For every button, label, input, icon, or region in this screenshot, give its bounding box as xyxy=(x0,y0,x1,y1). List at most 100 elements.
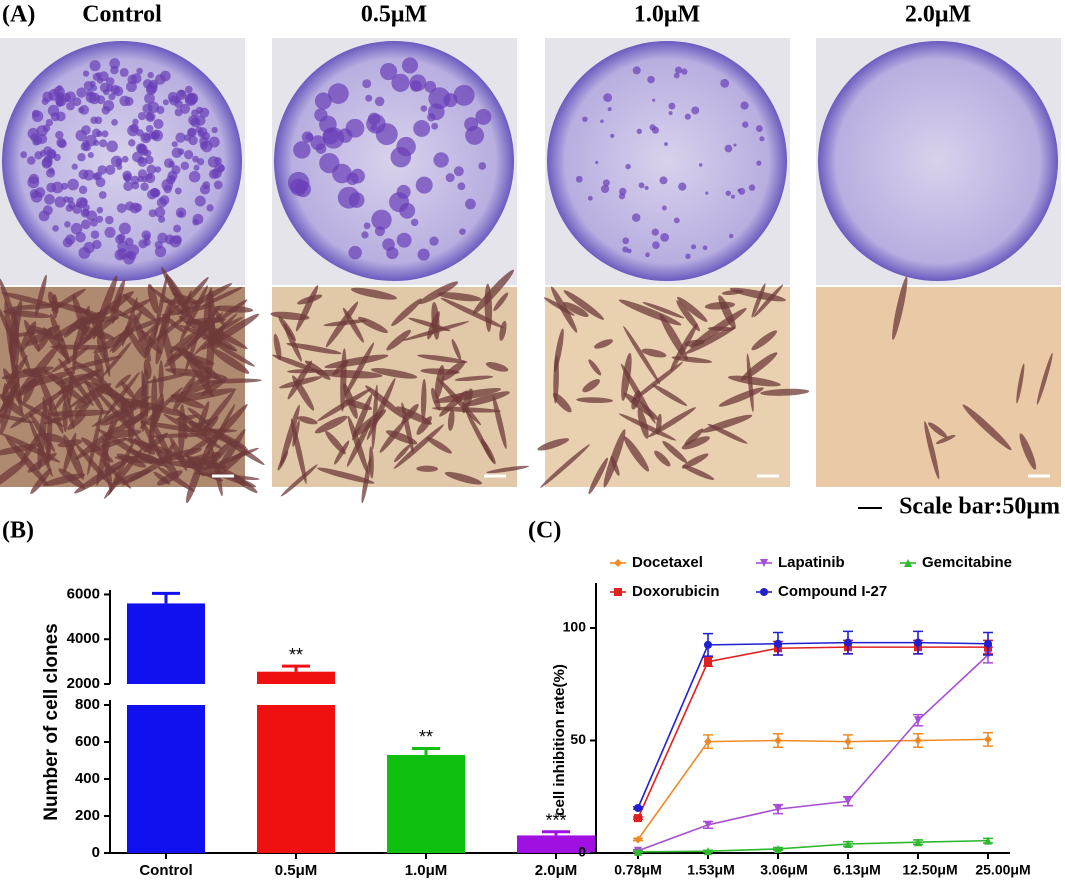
cell xyxy=(648,407,696,438)
marker xyxy=(844,638,852,647)
colony xyxy=(173,224,182,233)
cell xyxy=(347,415,369,474)
cell xyxy=(53,311,103,339)
x-tick-label: 1.53μM xyxy=(687,862,734,878)
colony xyxy=(130,175,140,185)
cell xyxy=(0,306,17,348)
colony xyxy=(600,184,610,194)
cell xyxy=(28,418,53,478)
marker xyxy=(634,804,642,812)
colony xyxy=(445,173,455,183)
cell xyxy=(122,293,157,321)
cell xyxy=(418,281,459,305)
x-tick-label: 0.5μM xyxy=(275,862,318,879)
colony xyxy=(459,228,466,235)
colony xyxy=(80,142,90,151)
legend-label: Compound I-27 xyxy=(778,583,887,600)
colony xyxy=(374,96,385,107)
colony xyxy=(94,171,102,180)
marker xyxy=(914,736,922,745)
legend-marker xyxy=(760,559,768,567)
colony xyxy=(427,113,436,122)
cell xyxy=(553,355,559,404)
colony xyxy=(132,118,139,126)
x-tick-label: 25.00μM xyxy=(975,862,1030,878)
scale-bar-label: Scale bar:50μm xyxy=(899,494,1060,520)
cell xyxy=(623,436,650,472)
error-bar xyxy=(152,591,180,604)
cell xyxy=(576,397,613,404)
colony xyxy=(101,105,111,115)
cell xyxy=(352,393,373,441)
colony xyxy=(582,116,588,122)
colony xyxy=(110,84,120,95)
cell xyxy=(704,301,736,310)
colony xyxy=(702,245,708,251)
colony xyxy=(678,182,687,191)
marker xyxy=(774,844,782,853)
cell xyxy=(96,334,107,361)
cell xyxy=(40,432,66,443)
cell xyxy=(480,438,496,465)
cell xyxy=(962,404,1012,451)
significance: *** xyxy=(545,810,566,830)
colony xyxy=(389,192,410,213)
cell xyxy=(0,458,29,493)
cell xyxy=(212,305,254,313)
colony xyxy=(70,222,83,235)
colony xyxy=(83,169,95,181)
colony xyxy=(163,158,174,168)
y-axis-label: cell inhibition rate(%) xyxy=(551,664,568,816)
cell xyxy=(30,468,52,494)
marker xyxy=(844,840,852,848)
colony xyxy=(595,160,599,165)
colony xyxy=(371,209,392,230)
bar xyxy=(257,705,335,853)
colony xyxy=(119,67,129,77)
colony xyxy=(115,158,123,166)
cell xyxy=(16,399,64,427)
series-line xyxy=(637,646,988,819)
colony xyxy=(96,206,104,214)
cell xyxy=(727,375,781,387)
colony xyxy=(48,150,57,159)
x-tick-label: 2.0μM xyxy=(535,862,578,879)
marker xyxy=(704,657,712,666)
cell xyxy=(273,333,282,361)
cell xyxy=(444,471,483,485)
colony xyxy=(314,108,328,122)
cell xyxy=(186,375,212,389)
colony xyxy=(42,124,51,132)
cell xyxy=(55,373,95,385)
colony xyxy=(361,231,369,239)
colony xyxy=(314,92,332,110)
cell xyxy=(103,429,142,439)
colony xyxy=(127,124,139,137)
colony xyxy=(154,245,167,258)
cell xyxy=(80,318,105,346)
colony xyxy=(98,191,107,199)
cell xyxy=(352,409,387,437)
colony xyxy=(417,248,430,261)
colony xyxy=(162,99,169,106)
colony xyxy=(83,241,95,254)
colony xyxy=(146,173,153,180)
cell xyxy=(630,361,684,403)
colony xyxy=(294,181,312,198)
colony xyxy=(478,162,487,170)
colony xyxy=(188,135,198,146)
cell xyxy=(540,444,590,488)
cell xyxy=(550,286,578,333)
cell xyxy=(486,465,529,474)
y-tick-label: 0 xyxy=(578,844,586,860)
significance: ** xyxy=(289,645,303,665)
cell xyxy=(316,369,383,379)
colony xyxy=(124,96,134,106)
colony xyxy=(141,230,151,240)
colony xyxy=(99,82,110,93)
colony xyxy=(184,94,197,106)
cell xyxy=(0,384,20,412)
x-tick-label: 3.06μM xyxy=(760,862,807,878)
colony xyxy=(160,70,171,82)
